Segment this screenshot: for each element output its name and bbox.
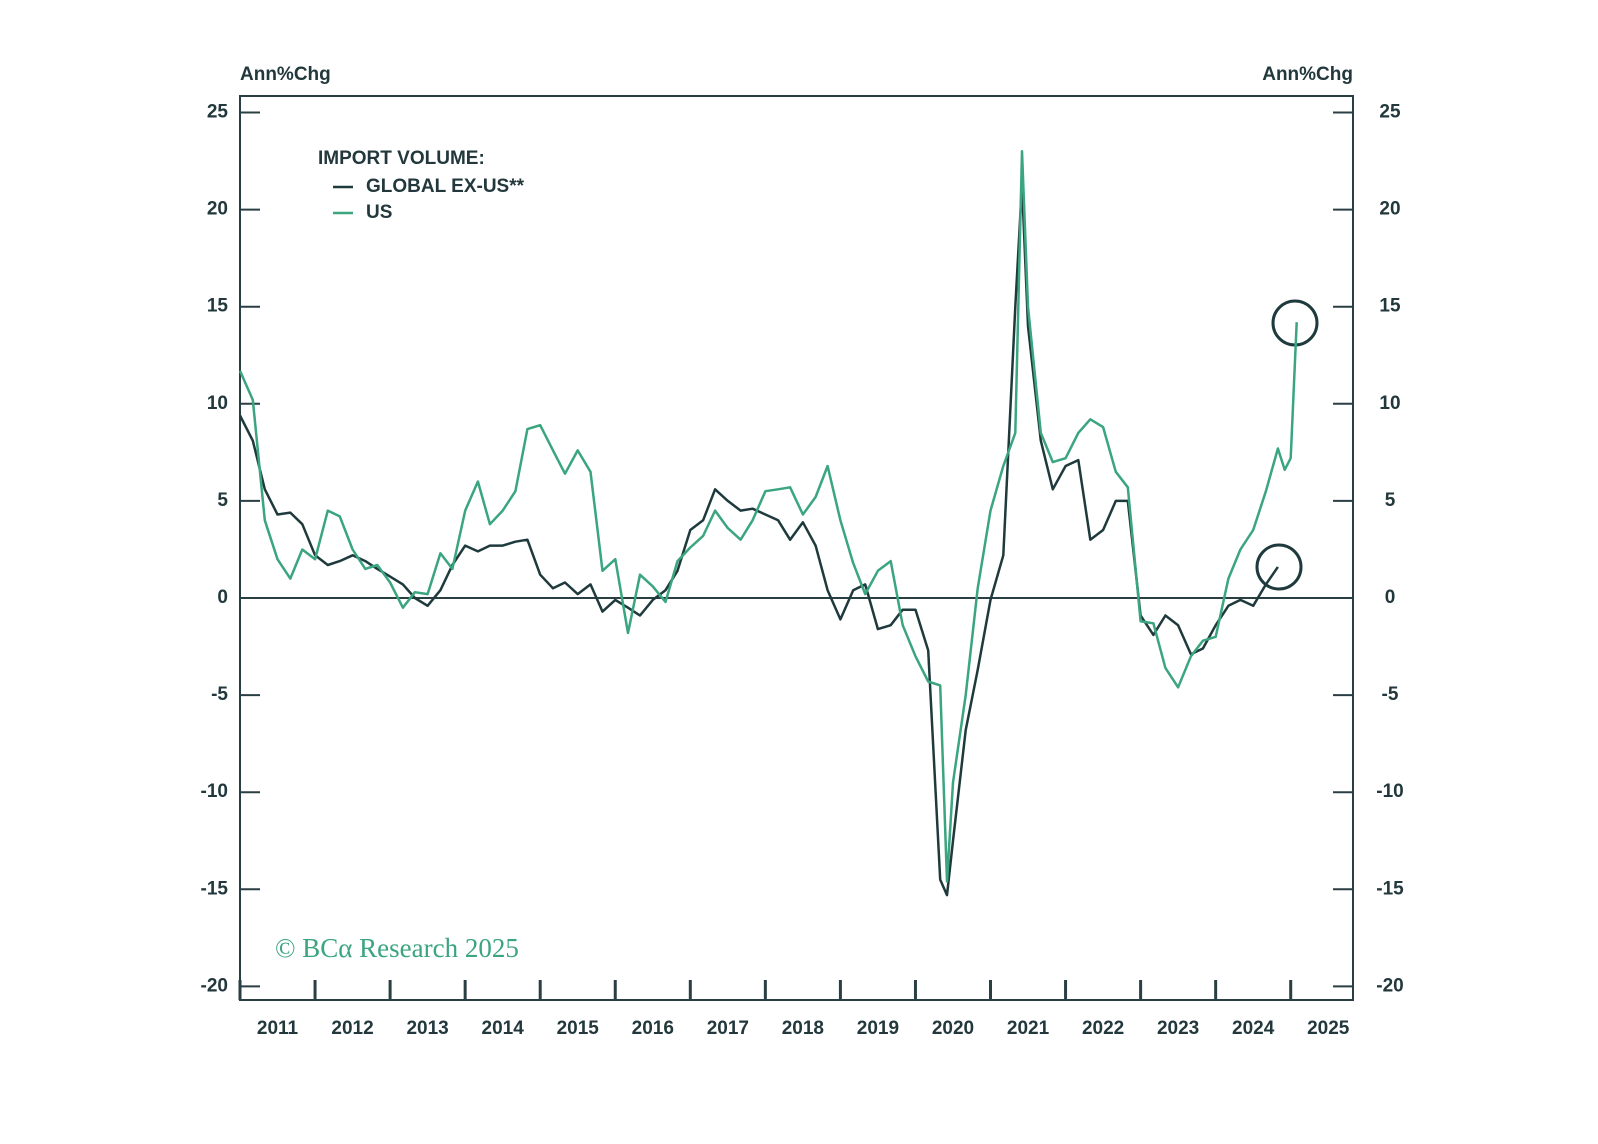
legend-label: US	[366, 202, 392, 223]
x-tick-label: 2013	[406, 1018, 448, 1039]
highlight-circle	[1255, 543, 1303, 591]
plot-frame	[239, 95, 1354, 1001]
source-watermark: © BCα Research 2025	[275, 933, 519, 963]
x-tick-label: 2012	[331, 1018, 373, 1039]
x-tick-label: 2019	[857, 1018, 899, 1039]
legend-label: GLOBAL EX-US**	[366, 176, 525, 197]
x-tick-label: 2022	[1082, 1018, 1124, 1039]
y2-tick-label: 0	[1385, 587, 1396, 608]
x-tick-label: 2021	[1007, 1018, 1050, 1039]
legend-title: IMPORT VOLUME:	[318, 148, 485, 169]
y2-axis-label: Ann%Chg	[1262, 64, 1353, 85]
series-line	[238, 183, 1279, 897]
y-axis-label: Ann%Chg	[240, 64, 331, 85]
x-tick-label: 2023	[1157, 1018, 1199, 1039]
y2-tick-label: -15	[1376, 878, 1404, 899]
x-tick-label: 2025	[1307, 1018, 1350, 1039]
series-line	[238, 150, 1298, 883]
y-tick-label: 10	[207, 393, 228, 414]
y-tick-label: -15	[201, 878, 229, 899]
y-tick-label: 15	[207, 296, 229, 317]
y2-tick-label: 25	[1379, 102, 1401, 123]
y-tick-label: -20	[201, 975, 228, 996]
x-tick-label: 2017	[707, 1018, 749, 1039]
x-tick-label: 2016	[632, 1018, 674, 1039]
y2-tick-label: -5	[1382, 684, 1399, 705]
y-tick-label: 5	[217, 490, 228, 511]
x-tick-label: 2015	[557, 1018, 600, 1039]
y2-tick-label: 15	[1379, 296, 1401, 317]
y2-tick-label: 5	[1385, 490, 1396, 511]
x-tick-label: 2018	[782, 1018, 824, 1039]
x-tick-label: 2011	[257, 1018, 299, 1039]
y2-tick-label: 10	[1379, 393, 1400, 414]
x-tick-label: 2024	[1232, 1018, 1275, 1039]
y-tick-label: -5	[211, 684, 228, 705]
y2-tick-label: -10	[1376, 781, 1403, 802]
y-tick-label: 25	[207, 102, 229, 123]
y-tick-label: 20	[207, 199, 228, 220]
x-tick-label: 2014	[482, 1018, 525, 1039]
x-tick-label: 2020	[932, 1018, 974, 1039]
y2-tick-label: 20	[1379, 199, 1400, 220]
y-tick-label: -10	[201, 781, 228, 802]
y2-tick-label: -20	[1376, 975, 1403, 996]
y-tick-label: 0	[217, 587, 228, 608]
